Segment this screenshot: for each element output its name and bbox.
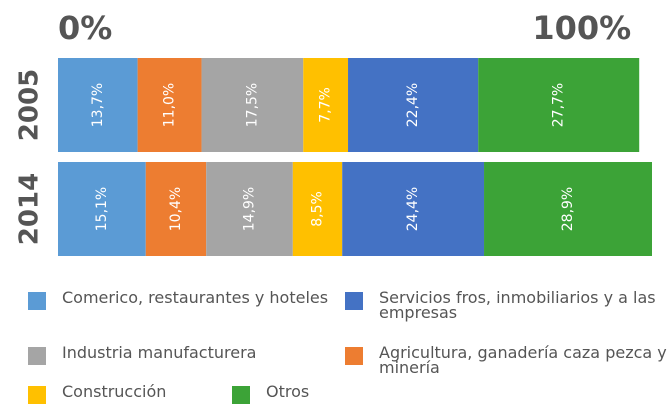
- bar-segment: [58, 162, 146, 256]
- x-tick-label: 100%: [532, 9, 631, 47]
- legend-swatch: [232, 386, 250, 404]
- plot: 0% 100% 2005 13,7% 11,0% 17,5% 7,7% 22,4% 27,7% 2…: [15, 9, 652, 256]
- bar-segment: [292, 162, 343, 256]
- bar-segment: [342, 162, 485, 256]
- legend-item: Servicios fros, inmobiliarios y a las em…: [345, 288, 669, 322]
- category-label: 2014: [15, 173, 45, 245]
- category-label: 2005: [15, 69, 45, 141]
- value-label: 27,7%: [551, 83, 567, 127]
- legend-item: Otros: [232, 384, 309, 404]
- legend-swatch: [345, 292, 363, 310]
- bar-segment: [484, 162, 652, 256]
- value-label: 24,4%: [405, 187, 421, 231]
- value-label: 15,1%: [94, 187, 110, 231]
- legend-item: Agricultura, ganadería caza pezca y mine…: [345, 343, 669, 377]
- value-label: 11,0%: [162, 83, 178, 127]
- value-label: 28,9%: [560, 187, 576, 231]
- value-label: 17,5%: [244, 83, 260, 127]
- bar-segment: [201, 58, 304, 152]
- x-tick-label: 0%: [58, 9, 112, 47]
- legend-label: Industria manufacturera: [62, 343, 257, 362]
- value-label: 14,9%: [242, 187, 258, 231]
- legend-swatch: [28, 347, 46, 365]
- bar-segment: [348, 58, 479, 152]
- bar-segment: [58, 58, 138, 152]
- legend-swatch: [345, 347, 363, 365]
- value-label: 13,7%: [90, 83, 106, 127]
- value-label: 8,5%: [310, 191, 326, 227]
- legend-swatch: [28, 386, 46, 404]
- bar-segment: [137, 58, 202, 152]
- legend-swatch: [28, 292, 46, 310]
- legend-item: Construcción: [28, 384, 166, 404]
- value-label: 22,4%: [405, 83, 421, 127]
- legend-item: Comerico, restaurantes y hoteles: [28, 290, 352, 310]
- bar-segment: [478, 58, 640, 152]
- value-label: 7,7%: [318, 87, 334, 123]
- legend-label: Construcción: [62, 382, 167, 401]
- value-label: 10,4%: [168, 187, 184, 231]
- legend-label: Comerico, restaurantes y hoteles: [62, 288, 329, 307]
- bar-segment: [145, 162, 207, 256]
- legend-item: Industria manufacturera: [28, 345, 352, 365]
- bar-segment: [206, 162, 293, 256]
- bar-segment: [303, 58, 349, 152]
- legend-label: Otros: [266, 382, 310, 401]
- legend-label: Servicios fros, inmobiliarios y a las em…: [379, 288, 656, 322]
- legend-label: Agricultura, ganadería caza pezca y mine…: [379, 343, 667, 377]
